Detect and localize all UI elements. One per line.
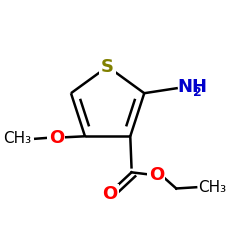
- Text: O: O: [149, 166, 164, 184]
- Text: NH: NH: [178, 78, 208, 96]
- Text: O: O: [49, 128, 64, 146]
- Text: CH₃: CH₃: [198, 180, 227, 195]
- Text: 2: 2: [194, 86, 202, 99]
- Text: CH₃: CH₃: [4, 131, 32, 146]
- Text: S: S: [101, 58, 114, 76]
- Text: O: O: [102, 185, 118, 203]
